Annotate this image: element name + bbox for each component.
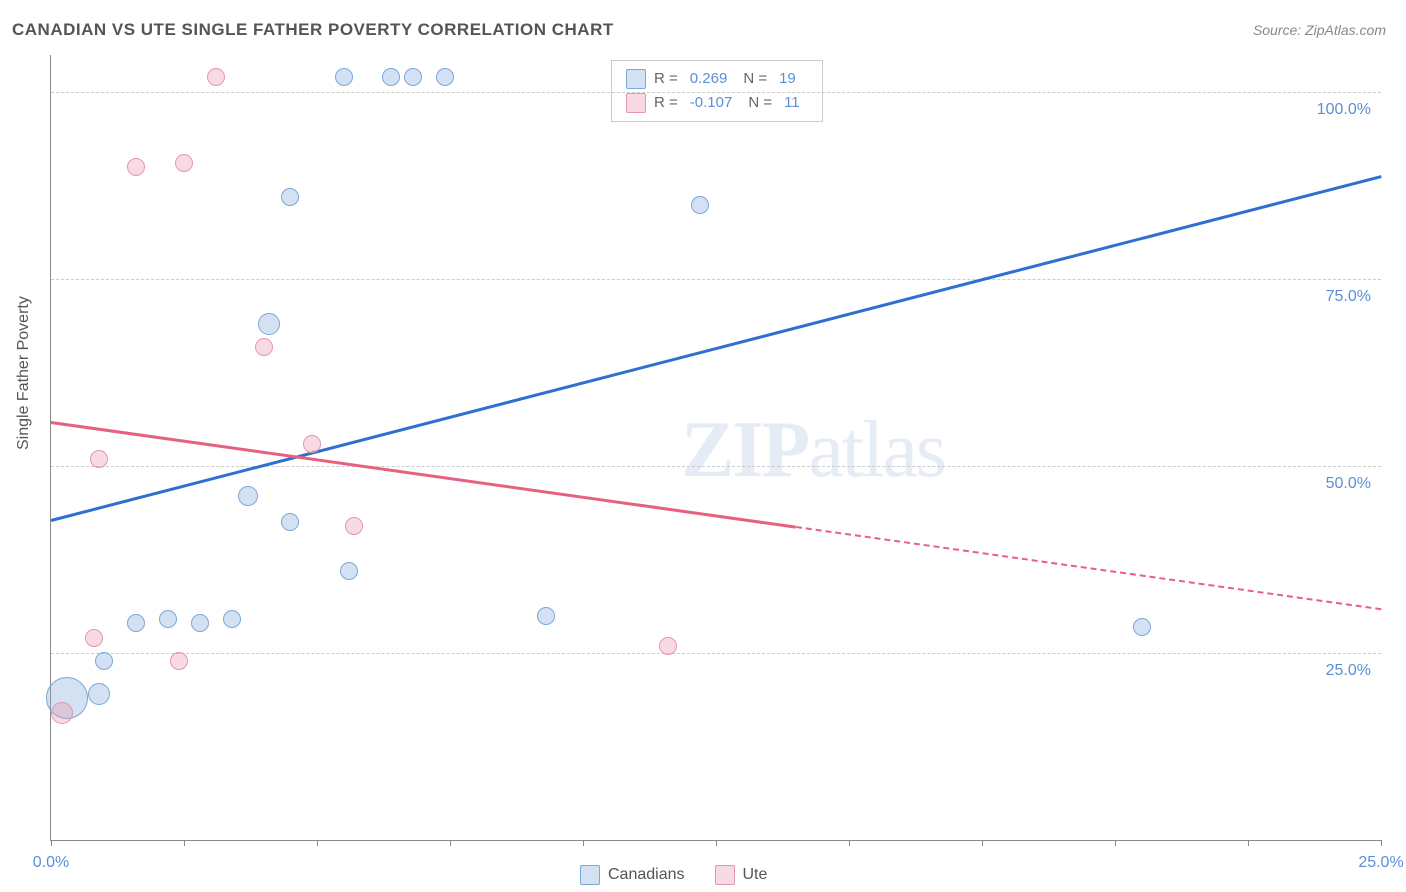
stats-r-label: R = (654, 91, 678, 115)
data-point (223, 610, 241, 628)
legend-item: Canadians (580, 865, 685, 885)
y-tick-label: 25.0% (1326, 662, 1371, 680)
stats-n-label: N = (748, 91, 772, 115)
data-point (238, 486, 258, 506)
data-point (90, 450, 108, 468)
x-tick (583, 840, 584, 846)
data-point (345, 517, 363, 535)
trend-line (51, 175, 1382, 521)
data-point (170, 652, 188, 670)
data-point (95, 652, 113, 670)
y-tick-label: 100.0% (1317, 101, 1371, 119)
x-tick (317, 840, 318, 846)
data-point (207, 68, 225, 86)
x-tick (51, 840, 52, 846)
stats-r-value: -0.107 (690, 91, 733, 115)
trend-line-extrapolated (796, 526, 1381, 610)
data-point (303, 435, 321, 453)
watermark: ZIPatlas (681, 405, 945, 496)
data-point (537, 607, 555, 625)
legend-swatch (626, 69, 646, 89)
data-point (281, 188, 299, 206)
stats-row: R = -0.107 N = 11 (626, 91, 808, 115)
data-point (340, 562, 358, 580)
legend-swatch (580, 865, 600, 885)
stats-n-value: 19 (779, 67, 796, 91)
data-point (1133, 618, 1151, 636)
y-axis-label: Single Father Poverty (15, 296, 33, 450)
gridline (51, 92, 1381, 93)
data-point (258, 313, 280, 335)
x-tick-label: 0.0% (33, 854, 69, 872)
data-point (404, 68, 422, 86)
data-point (85, 629, 103, 647)
data-point (88, 683, 110, 705)
data-point (127, 614, 145, 632)
legend-swatch (715, 865, 735, 885)
data-point (281, 513, 299, 531)
data-point (335, 68, 353, 86)
stats-r-value: 0.269 (690, 67, 728, 91)
legend-label: Ute (743, 866, 768, 884)
x-tick (982, 840, 983, 846)
data-point (175, 154, 193, 172)
chart-container: CANADIAN VS UTE SINGLE FATHER POVERTY CO… (0, 0, 1406, 892)
x-tick (1381, 840, 1382, 846)
data-point (255, 338, 273, 356)
stats-n-label: N = (743, 67, 767, 91)
legend-label: Canadians (608, 866, 685, 884)
x-tick (1115, 840, 1116, 846)
x-tick (1248, 840, 1249, 846)
x-tick (184, 840, 185, 846)
x-tick (849, 840, 850, 846)
trend-line (51, 421, 796, 528)
y-tick-label: 50.0% (1326, 475, 1371, 493)
legend-item: Ute (715, 865, 768, 885)
data-point (436, 68, 454, 86)
y-tick-label: 75.0% (1326, 288, 1371, 306)
stats-legend-box: R = 0.269 N = 19 R = -0.107 N = 11 (611, 60, 823, 122)
data-point (127, 158, 145, 176)
x-tick-label: 25.0% (1358, 854, 1403, 872)
stats-r-label: R = (654, 67, 678, 91)
stats-row: R = 0.269 N = 19 (626, 67, 808, 91)
data-point (691, 196, 709, 214)
gridline (51, 279, 1381, 280)
plot-area: ZIPatlas R = 0.269 N = 19 R = -0.107 N = 11 25.… (50, 55, 1381, 841)
stats-n-value: 11 (784, 91, 800, 115)
data-point (659, 637, 677, 655)
data-point (191, 614, 209, 632)
data-point (382, 68, 400, 86)
data-point (159, 610, 177, 628)
gridline (51, 653, 1381, 654)
x-tick (716, 840, 717, 846)
bottom-legend: Canadians Ute (580, 865, 767, 885)
chart-title: CANADIAN VS UTE SINGLE FATHER POVERTY CO… (12, 20, 614, 40)
legend-swatch (626, 93, 646, 113)
source-label: Source: ZipAtlas.com (1253, 22, 1386, 38)
data-point (51, 702, 73, 724)
x-tick (450, 840, 451, 846)
